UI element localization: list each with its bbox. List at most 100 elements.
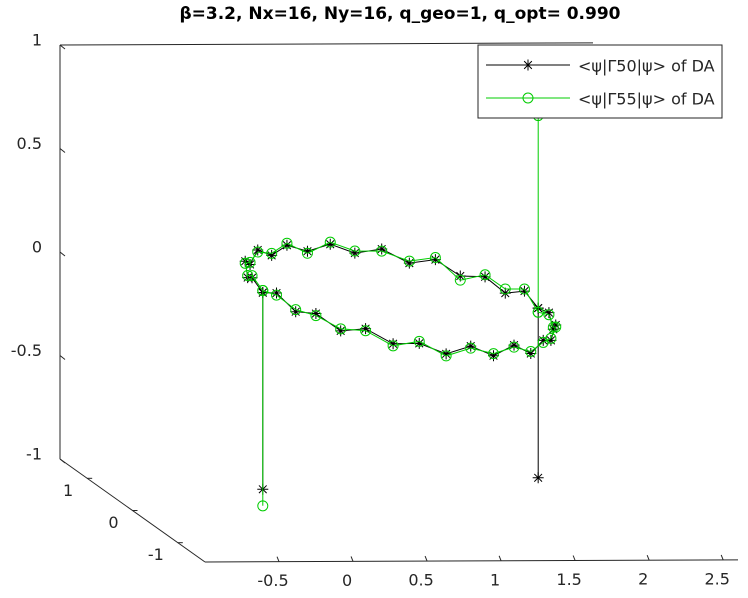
marker: [403, 257, 415, 269]
marker: [266, 247, 278, 259]
x-tick-label: 0.5: [408, 571, 433, 590]
marker: [545, 332, 557, 344]
y-tick-label: 1: [63, 481, 73, 500]
z-tick: [59, 148, 66, 153]
x-tick: [646, 555, 650, 561]
marker: [508, 339, 520, 351]
marker: [281, 239, 293, 251]
marker: [543, 309, 555, 321]
chart-title: β=3.2, Nx=16, Ny=16, q_geo=1, q_opt= 0.9…: [179, 4, 620, 24]
marker: [525, 348, 537, 360]
marker: [266, 249, 278, 261]
z-tick-label: -0.5: [11, 341, 42, 360]
x-tick: [720, 554, 724, 561]
marker: [440, 348, 452, 360]
marker: [349, 245, 361, 257]
marker: [252, 244, 264, 256]
marker: [499, 283, 511, 295]
marker: [537, 334, 549, 346]
marker: [349, 247, 361, 259]
legend-label: <ψ|Γ50|ψ> of DA: [578, 57, 715, 76]
marker: [532, 472, 544, 484]
marker: [301, 247, 313, 259]
marker: [479, 271, 491, 283]
marker: [387, 338, 399, 350]
marker: [532, 306, 544, 318]
marker: [499, 287, 511, 299]
marker: [324, 236, 336, 248]
marker: [465, 342, 477, 354]
marker: [429, 252, 441, 264]
x-tick-label: 1.5: [556, 570, 581, 589]
marker: [301, 245, 313, 257]
y-tick-label: 0: [108, 513, 118, 532]
marker: [239, 257, 251, 269]
legend: <ψ|Γ50|ψ> of DA <ψ|Γ55|ψ> of DA: [477, 44, 723, 119]
marker: [387, 340, 399, 352]
marker: [376, 243, 388, 255]
marker: [454, 270, 466, 282]
marker: [454, 274, 466, 286]
marker: [271, 287, 283, 299]
z-tick-label: 1: [32, 31, 42, 50]
z-tick-label: -1: [26, 445, 42, 464]
marker: [413, 335, 425, 347]
z-tick-label: 0: [32, 238, 42, 257]
marker: [508, 341, 520, 353]
marker: [465, 340, 477, 352]
x-tick: [572, 555, 576, 561]
marker: [522, 59, 534, 71]
marker: [487, 350, 499, 362]
axes: -0.5 0 0.5 1 1.5 2 2.5 -1 0 1 -1 -0.5 0 0.5 1: [11, 31, 739, 590]
marker: [518, 283, 530, 295]
z-tick: [59, 251, 66, 257]
marker: [310, 310, 322, 322]
z-tick: [59, 44, 66, 50]
legend-label: <ψ|Γ55|ψ> of DA: [578, 90, 715, 109]
x-tick: [276, 556, 280, 562]
marker: [429, 254, 441, 266]
x-tick: [424, 555, 428, 562]
marker: [440, 350, 452, 362]
marker: [518, 285, 530, 297]
z-tick: [59, 355, 66, 360]
marker: [547, 321, 559, 333]
x-tick-label: -0.5: [257, 571, 288, 590]
box-edge: [59, 42, 594, 46]
plot-area: [239, 110, 562, 512]
marker: [376, 245, 388, 257]
marker: [360, 325, 372, 337]
marker: [335, 325, 347, 337]
x-tick-label: 2.5: [704, 569, 729, 588]
marker: [281, 237, 293, 249]
marker: [335, 323, 347, 335]
x-tick-label: 0: [342, 571, 352, 590]
marker: [244, 256, 256, 268]
marker: [310, 308, 322, 320]
x-tick: [350, 556, 354, 562]
marker: [360, 323, 372, 335]
marker: [525, 345, 537, 357]
marker: [290, 304, 302, 316]
marker: [324, 238, 336, 250]
marker: [257, 285, 269, 297]
marker: [403, 255, 415, 267]
marker: [522, 92, 534, 104]
marker: [413, 337, 425, 349]
marker: [550, 319, 562, 331]
marker: [252, 246, 264, 258]
z-tick-label: 0.5: [17, 134, 42, 153]
marker: [543, 307, 555, 319]
z-tick: [59, 458, 66, 464]
y-tick-label: -1: [148, 545, 164, 564]
marker: [246, 270, 258, 282]
marker: [290, 306, 302, 318]
marker: [487, 348, 499, 360]
marker: [271, 289, 283, 301]
x-tick-label: 1: [490, 570, 500, 589]
marker: [257, 500, 269, 512]
marker: [242, 270, 254, 282]
marker: [547, 323, 559, 335]
marker: [545, 334, 557, 346]
